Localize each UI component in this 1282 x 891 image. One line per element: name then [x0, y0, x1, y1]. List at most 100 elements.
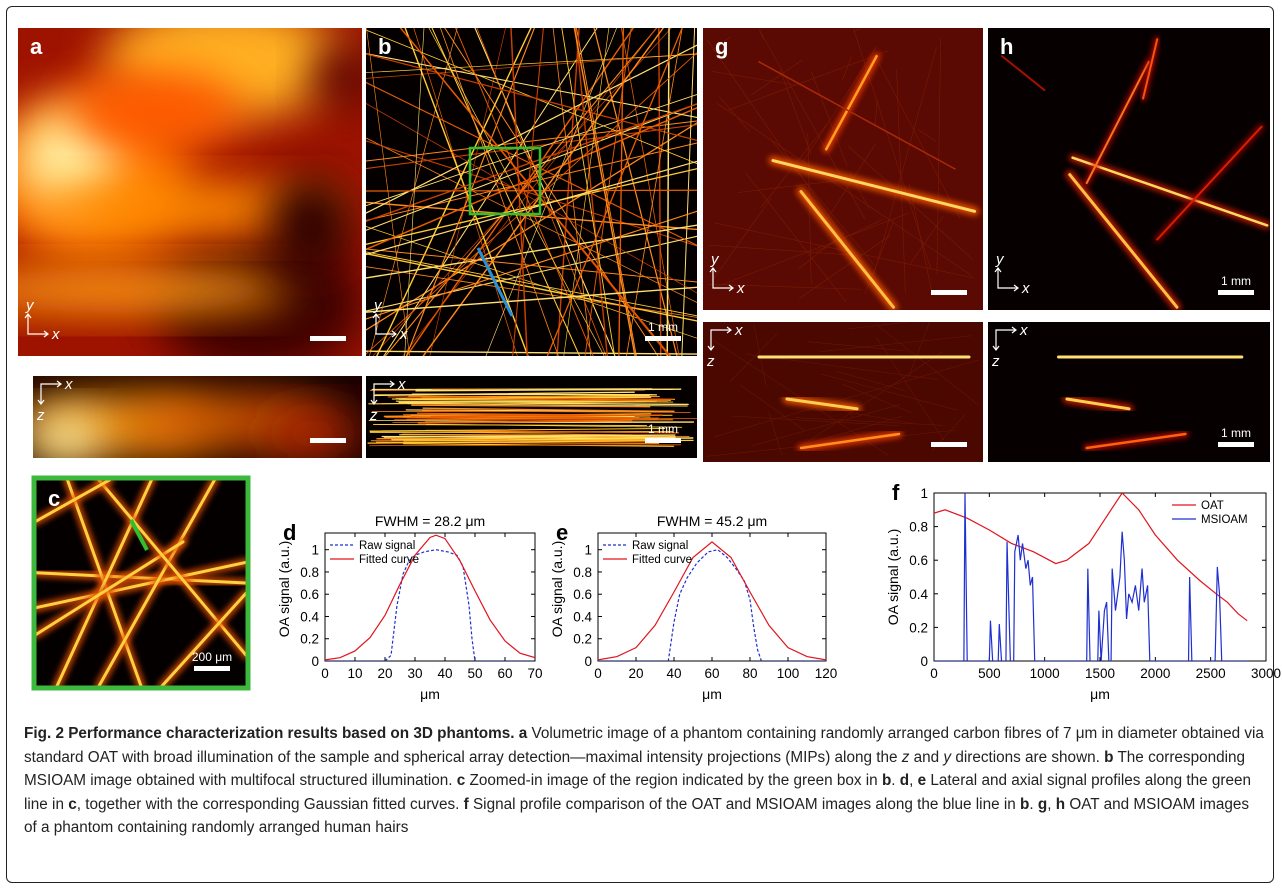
- fiber: [750, 59, 803, 96]
- fiber: [878, 63, 961, 219]
- fiber: [728, 50, 889, 111]
- caption-segment: Lateral and axial signal profiles along …: [24, 772, 1252, 813]
- fiber: [729, 333, 778, 382]
- fiber: [917, 129, 937, 142]
- fiber: [879, 326, 980, 406]
- fiber: [847, 145, 974, 260]
- fiber: [908, 183, 933, 295]
- panel-label: f: [892, 480, 900, 505]
- fiber: [366, 52, 697, 355]
- x-tick-label: 20: [377, 666, 392, 681]
- panel-label: e: [556, 520, 568, 545]
- fiber: [620, 28, 680, 356]
- fiber: [824, 54, 878, 151]
- image-view: [703, 28, 983, 310]
- caption-segment: Volumetric image of a phantom containing…: [24, 725, 1264, 766]
- caption-segment: b: [1104, 748, 1114, 766]
- image-view: [366, 376, 697, 458]
- axis-indicator-label: x: [64, 376, 73, 393]
- x-tick-label: 0: [321, 666, 329, 681]
- fiber: [1001, 55, 1046, 92]
- caption-segment: , together with the corresponding Gaussi…: [76, 795, 464, 813]
- fiber: [709, 244, 861, 256]
- fiber: [759, 30, 764, 40]
- caption-segment: ,: [1047, 795, 1056, 813]
- fiber: [848, 322, 908, 330]
- fiber: [411, 404, 651, 408]
- fiber: [546, 28, 683, 356]
- fiber: [425, 423, 683, 428]
- intensity-blob: [69, 70, 242, 150]
- scale-bar-label: 200 μm: [192, 650, 232, 664]
- caption-segment: Fig. 2 Performance characterization resu…: [24, 725, 528, 742]
- fiber: [399, 28, 672, 356]
- fiber: [55, 480, 153, 686]
- x-tick-label: 80: [742, 666, 757, 681]
- image-bg: [703, 28, 983, 310]
- y-axis-label: OA signal (a.u.): [549, 541, 565, 638]
- y-tick-label: 0: [584, 654, 592, 669]
- caption-segment: Zoomed-in image of the region indicated …: [465, 772, 882, 789]
- caption-segment: h: [1055, 795, 1066, 813]
- y-tick-label: 0.2: [909, 620, 928, 635]
- fiber: [896, 69, 906, 293]
- axis-indicator-label: z: [706, 353, 715, 370]
- caption-segment: OAT and MSIOAM images of a phantom conta…: [24, 795, 1249, 837]
- fiber: [1156, 125, 1263, 241]
- y-tick-label: 1: [920, 486, 928, 501]
- fiber: [843, 384, 912, 414]
- scale-bar: [931, 442, 967, 447]
- fiber: [366, 224, 697, 279]
- y-tick-label: 0.6: [909, 553, 928, 568]
- y-tick-label: 0.8: [909, 520, 928, 535]
- fiber: [711, 71, 795, 86]
- fiber: [681, 28, 696, 356]
- fiber: [366, 81, 697, 246]
- fiber: [366, 350, 697, 355]
- x-tick-label: 2000: [1140, 666, 1170, 681]
- caption-segment: y: [943, 748, 952, 766]
- axis-indicator-label: x: [51, 326, 60, 343]
- axis-indicator-label: x: [734, 322, 743, 339]
- series-line: [325, 534, 535, 661]
- y-tick-label: 1: [584, 543, 592, 558]
- fiber: [422, 407, 675, 412]
- fiber: [417, 419, 633, 424]
- fiber: [366, 266, 697, 318]
- fiber: [711, 36, 732, 52]
- fiber: [758, 61, 956, 170]
- fiber: [366, 201, 697, 231]
- fiber: [1068, 173, 1179, 309]
- axis-indicator-label: y: [710, 251, 720, 268]
- caption-segment: d: [899, 772, 910, 789]
- fiber: [803, 46, 877, 162]
- fiber: [799, 432, 901, 450]
- caption-segment: b: [1020, 795, 1030, 813]
- panel-label: a: [30, 34, 43, 59]
- fiber: [797, 415, 903, 447]
- caption-segment: directions are shown.: [951, 748, 1105, 766]
- caption-segment: e: [917, 772, 927, 789]
- fiber: [36, 571, 246, 585]
- fiber: [716, 213, 909, 287]
- intensity-blob: [263, 408, 362, 458]
- fiber: [428, 28, 605, 356]
- scale-bar: [1218, 442, 1254, 447]
- y-tick-label: 0: [920, 654, 928, 669]
- figure-frame: [6, 6, 1274, 883]
- fiber: [836, 371, 906, 391]
- x-tick-label: 60: [704, 666, 719, 681]
- intensity-blob: [18, 267, 294, 314]
- caption-segment: .: [891, 772, 900, 789]
- axis-indicator: [709, 267, 734, 292]
- caption-segment: f: [463, 795, 469, 813]
- caption-segment: ,: [909, 772, 918, 789]
- x-tick-label: 20: [628, 666, 643, 681]
- panel-label: h: [1000, 34, 1013, 59]
- fiber: [712, 197, 772, 281]
- image-border: [31, 475, 251, 691]
- fiber: [708, 284, 862, 290]
- fiber: [907, 322, 930, 379]
- legend-label: Raw signal: [632, 540, 688, 552]
- axis-indicator-label: x: [397, 376, 406, 393]
